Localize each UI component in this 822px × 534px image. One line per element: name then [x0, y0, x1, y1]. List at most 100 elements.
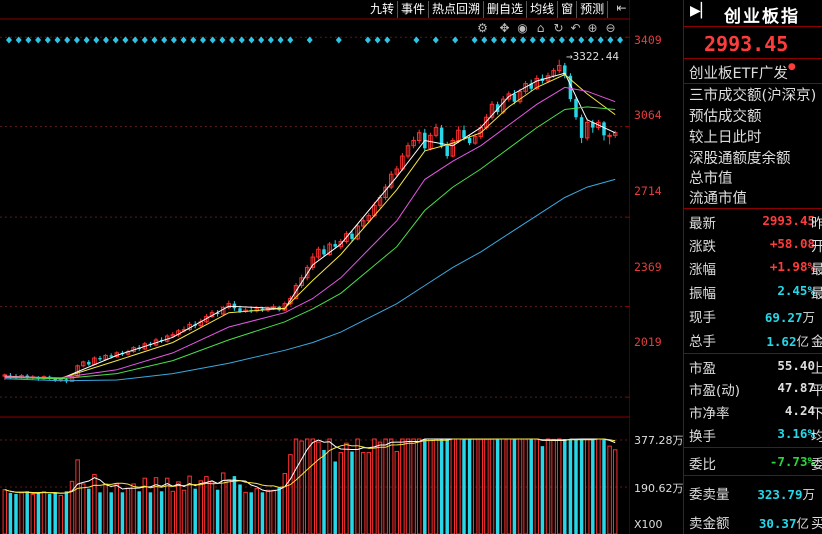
- volume-bar: [14, 493, 18, 534]
- candle-body: [293, 285, 299, 299]
- event-marker: [597, 36, 604, 44]
- divider: [684, 475, 822, 476]
- candle-body: [350, 233, 354, 239]
- candle-body: [568, 75, 573, 100]
- settings-icon[interactable]: ⚙: [477, 21, 488, 35]
- volume-bar: [271, 489, 276, 534]
- volume-bar: [327, 438, 332, 534]
- forecast-button[interactable]: 预测: [577, 1, 609, 18]
- volume-bar: [36, 492, 41, 534]
- volume-bar: [366, 452, 372, 534]
- candle-body: [411, 140, 416, 147]
- candle-body: [439, 127, 444, 146]
- volume-bar: [181, 489, 187, 534]
- window-button[interactable]: 窗: [558, 1, 578, 18]
- event-marker: [491, 36, 497, 44]
- volume-bar: [204, 476, 209, 534]
- etf-link[interactable]: 创业板ETF广发●: [689, 62, 796, 82]
- price-axis-label: 3064: [634, 108, 662, 122]
- eye-icon[interactable]: ◉: [517, 21, 528, 35]
- volume-bar: [293, 438, 299, 534]
- event-button[interactable]: 事件: [398, 1, 430, 18]
- volume-bar: [193, 488, 197, 534]
- event-marker: [558, 36, 565, 44]
- float-market-cap-link[interactable]: 流通市值: [689, 191, 747, 207]
- candle-body: [433, 127, 439, 136]
- quote-row-order-ratio: 委比 -7.73% 委: [689, 454, 822, 473]
- event-marker: [510, 36, 517, 44]
- move-icon[interactable]: ✥: [499, 21, 510, 35]
- volume-bar: [87, 488, 91, 534]
- ma-line-ma10: [4, 73, 616, 379]
- quote-row-current-volume: 现手 69.27万: [689, 310, 815, 326]
- candle-body: [142, 343, 148, 350]
- volume-bar: [80, 483, 86, 534]
- volume-bar: [445, 439, 449, 534]
- turnover-three-markets-link[interactable]: 三市成交额(沪深京): [689, 88, 817, 104]
- event-marker: [44, 36, 51, 44]
- zoom-out-icon[interactable]: ↶: [570, 21, 581, 35]
- candle-body: [506, 93, 512, 100]
- divider: [684, 447, 822, 448]
- volume-bar: [277, 487, 281, 534]
- volume-bar: [350, 451, 354, 534]
- candle-body: [416, 132, 422, 142]
- candle-body: [556, 64, 562, 72]
- quote-panel: ▶▏ 创业板指 2993.45 创业板ETF广发● 三市成交额(沪深京) 预估成…: [683, 0, 822, 534]
- candle-body: [58, 378, 64, 381]
- event-marker: [287, 36, 294, 44]
- kline-chart[interactable]: [0, 0, 630, 534]
- candle-body: [338, 241, 344, 248]
- minus-icon[interactable]: ⊖: [605, 21, 616, 35]
- estimated-turnover-link[interactable]: 预估成交额: [689, 109, 762, 125]
- volume-bar: [220, 472, 226, 534]
- quote-title-bar: ▶▏ 创业板指: [684, 0, 822, 27]
- remove-watchlist-button[interactable]: 删自选: [484, 1, 528, 18]
- candle-body: [304, 266, 310, 279]
- volume-bar: [64, 491, 69, 534]
- price-axis-label: 2369: [634, 260, 662, 274]
- ma-line-ma20: [4, 86, 616, 379]
- candle-body: [299, 277, 304, 287]
- candle-body: [579, 117, 584, 138]
- lock-icon[interactable]: ⌂: [536, 21, 545, 35]
- quote-row-ask-volume: 委卖量 323.79万: [689, 487, 815, 503]
- index-name: 创业板指: [724, 7, 800, 27]
- volume-bar: [209, 481, 215, 534]
- moving-average-button[interactable]: 均线: [527, 1, 559, 18]
- candle-body: [563, 65, 567, 76]
- northbound-quota-link[interactable]: 深股通额度余额: [689, 151, 791, 167]
- volume-bar: [131, 483, 136, 534]
- candle-body: [366, 215, 372, 222]
- plus-icon[interactable]: ⊕: [587, 21, 598, 35]
- total-market-cap-link[interactable]: 总市值: [689, 171, 733, 187]
- volume-bar: [164, 477, 170, 534]
- event-marker: [364, 36, 371, 44]
- prev-arrow-icon[interactable]: ▶▏: [690, 3, 712, 19]
- candle-body: [523, 83, 528, 92]
- quote-row-ask-amount: 卖金额 30.37亿买: [689, 516, 822, 532]
- hotspot-replay-button[interactable]: 热点回溯: [429, 1, 485, 18]
- nine-turn-button[interactable]: 九转: [367, 1, 399, 18]
- ma-line-ma60: [4, 178, 616, 382]
- volume-bar: [355, 438, 360, 534]
- event-marker: [549, 36, 556, 44]
- volume-bar: [333, 461, 337, 534]
- volume-bar: [411, 438, 416, 534]
- volume-bar: [215, 489, 220, 534]
- candle-body: [462, 130, 466, 138]
- back-icon[interactable]: ⇤: [616, 1, 627, 15]
- candle-body: [450, 140, 456, 157]
- divider: [684, 208, 822, 209]
- volume-bar: [591, 439, 595, 534]
- vs-prev-day-link[interactable]: 较上日此时: [689, 130, 762, 146]
- event-marker: [277, 36, 284, 44]
- event-marker: [617, 36, 624, 44]
- candle-body: [602, 122, 606, 136]
- divider: [684, 353, 822, 354]
- candle-body: [260, 308, 265, 311]
- volume-bar: [69, 480, 75, 534]
- event-marker: [229, 36, 236, 44]
- refresh-icon[interactable]: ↻: [553, 21, 564, 35]
- volume-bar: [563, 439, 567, 534]
